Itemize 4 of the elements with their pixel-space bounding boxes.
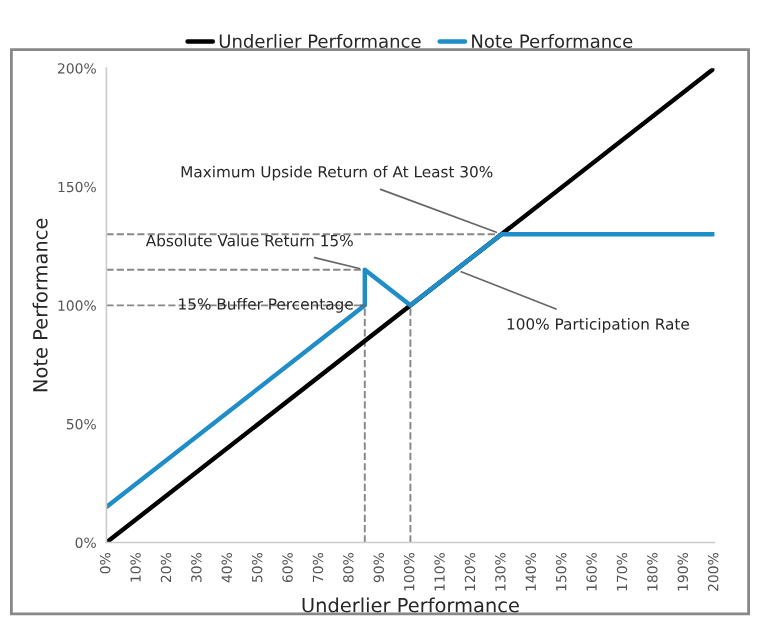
legend-label: Note Performance [472,34,633,48]
y-axis-title: Note Performance [32,218,48,392]
legend-label: Underlier Performance [219,34,421,48]
x-axis-title: Underlier Performance [302,597,519,613]
